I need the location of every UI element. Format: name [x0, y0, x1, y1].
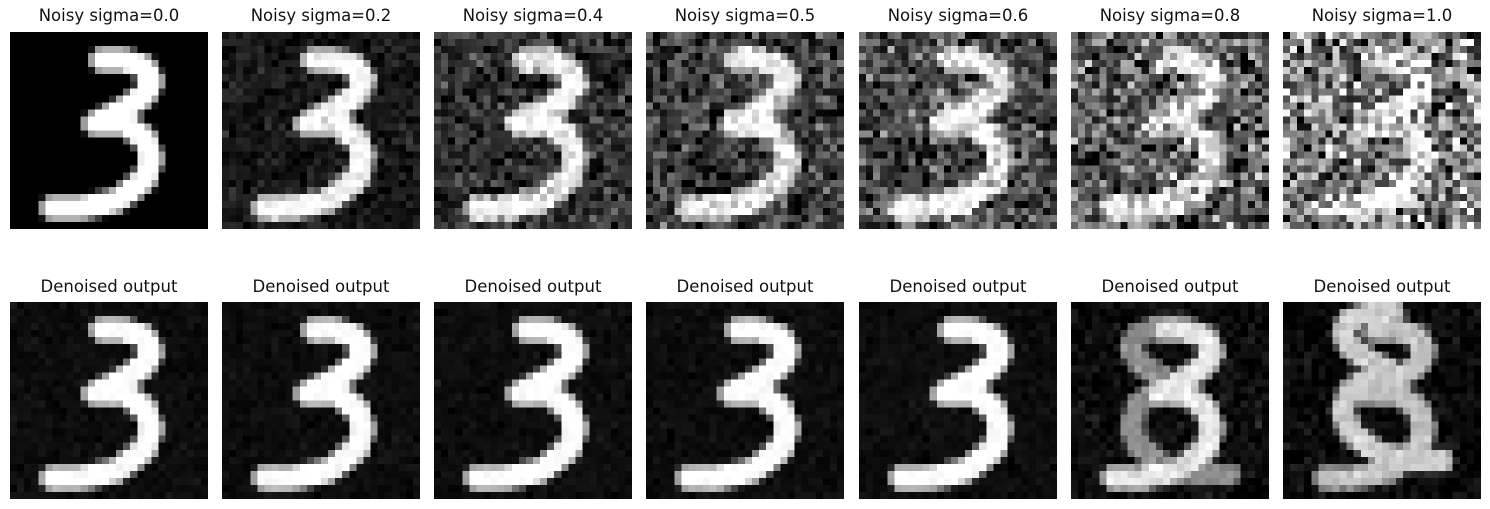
- panel-title: Denoised output: [889, 277, 1027, 296]
- denoised-digit-image: [1283, 302, 1481, 499]
- denoised-digit-image: [434, 302, 632, 499]
- noisy-digit-image: [859, 32, 1057, 229]
- panel-title: Denoised output: [252, 277, 390, 296]
- denoised-digit-image: [10, 302, 208, 499]
- noisy-digit-image: [1071, 32, 1269, 229]
- panel-title: Noisy sigma=0.4: [462, 6, 604, 25]
- denoised-digit-image: [859, 302, 1057, 499]
- panel-title: Noisy sigma=0.6: [887, 6, 1029, 25]
- panel-title: Noisy sigma=0.8: [1099, 6, 1241, 25]
- panel-title: Denoised output: [464, 277, 602, 296]
- panel-title: Noisy sigma=0.5: [674, 6, 816, 25]
- panel-title: Denoised output: [676, 277, 814, 296]
- noisy-digit-image: [646, 32, 844, 229]
- panel-title: Denoised output: [1313, 277, 1451, 296]
- panel-title: Denoised output: [40, 277, 178, 296]
- noisy-digit-image: [10, 32, 208, 229]
- denoised-digit-image: [1071, 302, 1269, 499]
- noisy-digit-image: [434, 32, 632, 229]
- panel-title: Denoised output: [1101, 277, 1239, 296]
- panel-title: Noisy sigma=0.0: [38, 6, 180, 25]
- noisy-digit-image: [222, 32, 420, 229]
- denoised-digit-image: [646, 302, 844, 499]
- denoised-digit-image: [222, 302, 420, 499]
- panel-title: Noisy sigma=1.0: [1311, 6, 1453, 25]
- panel-title: Noisy sigma=0.2: [250, 6, 392, 25]
- noisy-digit-image: [1283, 32, 1481, 229]
